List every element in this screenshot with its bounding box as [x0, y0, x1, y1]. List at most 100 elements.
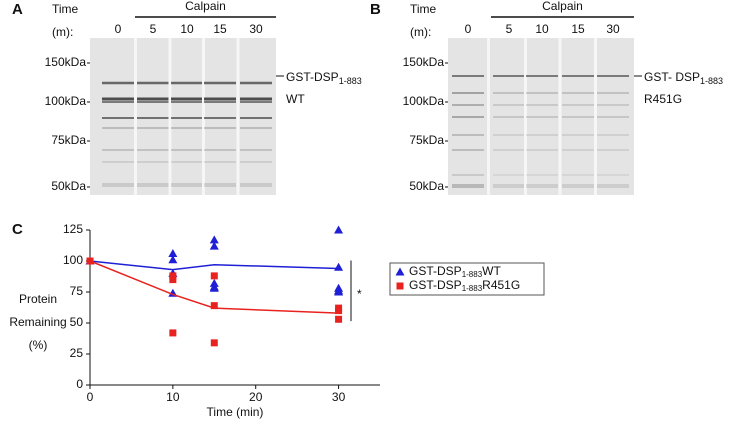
gel-band: [171, 161, 203, 163]
gel-band: [452, 75, 484, 77]
lane-gap: [594, 38, 597, 195]
gel-band: [204, 81, 236, 85]
gel-band: [562, 184, 594, 188]
legend-name: GST-DSP: [409, 264, 462, 278]
gel-band: [171, 101, 203, 103]
band-sub: 1-883: [700, 76, 723, 86]
gel-band: [452, 184, 484, 188]
lane-label: 10: [535, 22, 549, 36]
gel-band: [240, 161, 272, 163]
gel-band: [240, 81, 272, 85]
gel-band: [204, 101, 236, 103]
gel-band: [493, 92, 525, 94]
gel-band: [240, 117, 272, 119]
point: [169, 276, 177, 284]
gel-band: [562, 149, 594, 151]
gel-band: [171, 127, 203, 129]
lane-gap: [168, 38, 172, 195]
lane-label: 0: [465, 22, 472, 36]
gel-band: [452, 149, 484, 151]
legend-entry: GST-DSP1-883WT: [409, 264, 501, 279]
gel-band: [526, 104, 558, 106]
gel-band: [562, 104, 594, 106]
gel-band: [597, 116, 629, 118]
lane-gap: [202, 38, 205, 195]
gel-band: [102, 127, 134, 129]
gel-band: [452, 174, 484, 176]
gel-band: [171, 81, 203, 85]
gel-band: [493, 184, 525, 188]
y-tick-label: 75: [70, 284, 84, 298]
variant-label: WT: [286, 92, 305, 106]
treatment-label: Calpain: [185, 0, 226, 13]
gel-band: [597, 75, 629, 77]
marker-label: 75kDa: [51, 133, 86, 147]
lane-gap: [524, 38, 527, 195]
legend-suffix: WT: [482, 264, 501, 278]
point: [210, 339, 218, 347]
gel-band: [493, 174, 525, 176]
gel-band: [137, 161, 169, 163]
gel-band: [562, 92, 594, 94]
gel-band: [493, 134, 525, 136]
gel-band: [204, 149, 236, 151]
gel-band: [526, 174, 558, 176]
time-unit: (m):: [52, 25, 73, 39]
marker-label: 150kDa: [403, 55, 445, 69]
gel-band: [562, 116, 594, 118]
gel-band: [102, 81, 134, 85]
x-tick-label: 30: [332, 390, 346, 404]
gel-band: [204, 97, 236, 101]
gel-band: [204, 183, 236, 187]
legend-entry: GST-DSP1-883R451G: [409, 278, 520, 293]
x-tick-label: 0: [87, 390, 94, 404]
gel: [448, 38, 634, 195]
point: [210, 272, 218, 280]
band-name: GST- DSP: [644, 70, 700, 84]
panel-label: C: [12, 221, 23, 238]
gel-band: [526, 92, 558, 94]
panel-label: B: [370, 1, 381, 18]
panel-label: A: [12, 1, 23, 18]
treatment-label: Calpain: [542, 0, 583, 13]
gel-band: [171, 149, 203, 151]
lane-gap: [236, 38, 240, 195]
point: [169, 329, 177, 337]
marker-label: 100kDa: [403, 94, 445, 108]
point: [209, 241, 219, 250]
y-axis-title: Protein: [19, 292, 57, 306]
gel-band: [240, 127, 272, 129]
gel-band: [204, 161, 236, 163]
point: [209, 283, 219, 292]
gel-band: [102, 117, 134, 119]
marker-label: 50kDa: [51, 179, 86, 193]
y-tick-label: 25: [70, 346, 84, 360]
point: [210, 302, 218, 310]
gel-band: [493, 149, 525, 151]
gel-band: [137, 117, 169, 119]
gel-band: [597, 134, 629, 136]
lane-label: 30: [249, 22, 263, 36]
y-tick-label: 125: [63, 222, 83, 236]
lane-gap: [134, 38, 137, 195]
point: [86, 257, 94, 265]
gel-band: [562, 75, 594, 77]
point: [335, 315, 343, 323]
gel-band: [102, 97, 134, 101]
point: [335, 307, 343, 315]
point: [168, 255, 178, 264]
marker-label: 50kDa: [409, 179, 444, 193]
series-line: [89, 260, 339, 271]
gel-band: [137, 183, 169, 187]
legend-sub: 1-883: [462, 270, 483, 279]
gel-band: [102, 183, 134, 187]
gel-band: [137, 101, 169, 103]
band-label: GST- DSP1-883: [644, 70, 723, 86]
lane-label: 30: [606, 22, 620, 36]
gel-band: [452, 116, 484, 118]
marker-label: 100kDa: [45, 94, 87, 108]
lane-label: 5: [506, 22, 513, 36]
gel-band: [526, 75, 558, 77]
marker-label: 150kDa: [45, 55, 87, 69]
